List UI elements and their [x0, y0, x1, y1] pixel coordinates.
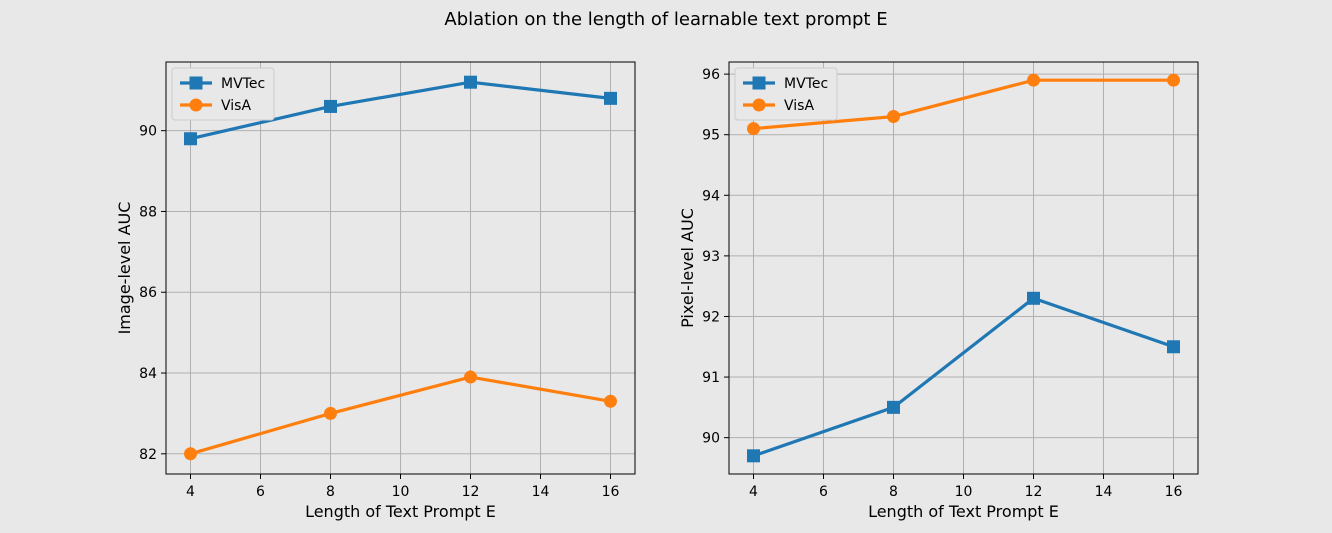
legend-marker-mvtec: [189, 76, 203, 90]
x-tick-label: 4: [749, 484, 758, 500]
y-tick-label: 95: [702, 128, 720, 144]
x-axis-label: Length of Text Prompt E: [868, 502, 1059, 521]
y-tick-label: 88: [139, 204, 157, 220]
legend-label-mvtec: MVTec: [784, 76, 828, 92]
legend-label-visa: VisA: [784, 98, 814, 114]
y-tick-label: 92: [702, 309, 720, 325]
x-tick-label: 4: [186, 484, 195, 500]
y-tick-label: 90: [139, 124, 157, 140]
x-tick-label: 12: [462, 484, 480, 500]
x-tick-label: 10: [392, 484, 410, 500]
data-point-visa: [887, 110, 900, 124]
figure-title: Ablation on the length of learnable text…: [444, 9, 887, 30]
y-tick-label: 82: [139, 447, 157, 463]
legend-marker-visa: [189, 98, 203, 112]
x-tick-label: 6: [256, 484, 265, 500]
data-point-mvtec: [604, 91, 617, 105]
axes-frame: [728, 61, 1199, 475]
data-point-visa: [1167, 73, 1180, 87]
x-tick-label: 10: [955, 484, 973, 500]
y-tick-label: 96: [702, 67, 720, 83]
legend-marker-mvtec: [752, 76, 766, 90]
y-tick-label: 86: [139, 285, 157, 301]
data-point-visa: [464, 370, 477, 384]
data-point-mvtec: [464, 75, 477, 89]
data-point-mvtec: [747, 449, 760, 463]
legend-label-mvtec: MVTec: [221, 76, 265, 92]
data-point-visa: [747, 122, 760, 136]
data-point-visa: [604, 394, 617, 408]
data-point-visa: [184, 447, 197, 461]
data-point-visa: [1027, 73, 1040, 87]
data-point-visa: [324, 406, 337, 420]
x-tick-label: 14: [1095, 484, 1113, 500]
x-tick-label: 8: [326, 484, 335, 500]
data-point-mvtec: [324, 99, 337, 113]
legend-marker-visa: [752, 98, 766, 112]
chart-pixel-level-auc: 4 6 8 10 12 14 16 90 91 92 93 94 95 96 Length of Text …: [678, 61, 1199, 521]
data-point-mvtec: [184, 132, 197, 146]
y-tick-label: 93: [702, 249, 720, 265]
series-line-mvtec: [752, 296, 1175, 458]
axes-frame: [165, 61, 636, 475]
y-axis-label: Image-level AUC: [115, 202, 134, 335]
data-point-mvtec: [1027, 291, 1040, 305]
y-tick-label: 90: [702, 431, 720, 447]
data-point-mvtec: [887, 400, 900, 414]
x-tick-label: 6: [819, 484, 828, 500]
y-tick-label: 91: [702, 370, 720, 386]
series-line-visa: [753, 78, 1174, 131]
x-tick-label: 12: [1025, 484, 1043, 500]
series-line-mvtec: [190, 80, 611, 141]
series-line-visa: [190, 375, 611, 456]
x-tick-label: 8: [889, 484, 898, 500]
y-axis-label: Pixel-level AUC: [678, 208, 697, 328]
y-tick-label: 84: [139, 366, 157, 382]
x-tick-label: 16: [602, 484, 620, 500]
x-axis-label: Length of Text Prompt E: [305, 502, 496, 521]
chart-image-level-auc: 4 6 8 10 12 14 16 82 84 86 88 90 Length of Text Prom…: [115, 61, 636, 521]
x-tick-label: 16: [1165, 484, 1183, 500]
y-tick-label: 94: [702, 188, 720, 204]
legend-label-visa: VisA: [221, 98, 251, 114]
x-tick-label: 14: [532, 484, 550, 500]
data-point-mvtec: [1167, 340, 1180, 354]
